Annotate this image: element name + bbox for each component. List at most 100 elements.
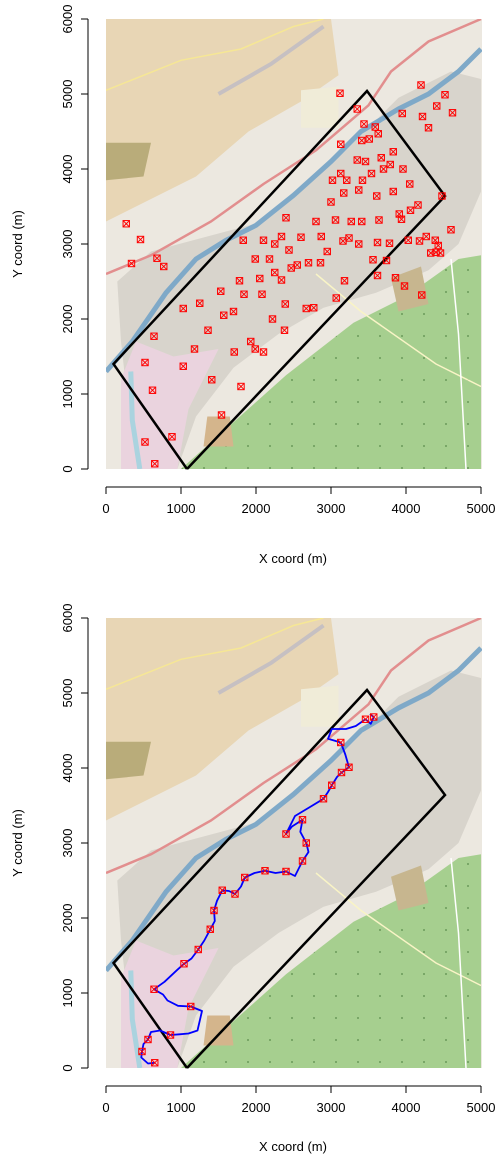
data-point [251,345,259,353]
point-square [220,311,228,319]
point-square [240,290,248,298]
point-square [265,255,274,263]
y-axis-title: Y coord (m) [10,809,25,877]
y-tick-label: 0 [60,465,75,472]
point-cross-b [374,130,382,138]
data-point [240,290,248,298]
data-point [331,216,340,224]
x-tick-label: 2000 [242,1100,271,1115]
y-tick-label: 3000 [60,829,75,858]
point-cross-b [332,294,340,302]
point-square [302,304,310,313]
point-square [365,135,373,143]
map-panel-bottom: 0 1000 2000 3000 4000 5000 0 1000 2000 3000 4000 5… [10,604,495,1154]
point-cross-b [345,763,353,771]
data-point [282,830,290,838]
point-square [353,105,361,113]
point-cross-b [190,345,199,353]
point-square [281,300,289,308]
quarry-area [391,266,429,312]
point-square [361,715,370,723]
point-cross-b [280,326,289,334]
point-square [304,259,313,267]
point-cross-b [196,299,204,307]
point-cross-b [424,124,433,132]
data-point [282,214,290,222]
point-cross-b [395,210,403,218]
data-point [217,287,225,295]
secondary-road [106,19,324,91]
point-square [319,795,328,803]
point-cross-b [358,136,366,145]
data-point [196,299,204,307]
y-tick-label: 1000 [60,979,75,1008]
data-point [304,259,313,267]
point-cross-b [367,169,376,178]
point-square [218,886,226,894]
y-tick-label: 4000 [60,155,75,184]
point-square [360,120,368,128]
urban-area [117,71,482,469]
point-cross-b [217,287,225,295]
point-square [271,240,279,248]
point-cross-b [187,1002,195,1011]
point-square [328,176,337,184]
data-point [298,857,307,865]
y-tick-label: 3000 [60,230,75,259]
point-square [168,433,176,441]
study-area-polygon [111,89,447,470]
data-point [358,176,367,184]
construction-area [203,1015,234,1046]
data-point [150,332,158,340]
point-cross-b [293,261,301,269]
point-cross-b [415,237,424,245]
point-square [345,234,353,242]
point-cross-b [436,249,445,257]
point-cross-b [431,236,439,244]
data-point [168,433,176,441]
data-point [297,233,305,241]
data-point [382,256,391,265]
point-cross-b [417,81,425,89]
point-cross-b [179,362,187,370]
point-cross-b [141,358,149,367]
point-square [371,123,379,131]
x-tick-label: 1000 [167,501,196,516]
point-cross-b [231,890,239,898]
point-square [370,713,378,721]
point-square [379,165,388,173]
construction-area [203,416,234,447]
point-cross-b [404,236,412,244]
data-point [138,1047,146,1056]
point-square [337,169,345,178]
point-cross-b [208,376,216,384]
point-square [361,157,370,166]
y-tick-label: 2000 [60,904,75,933]
point-square [389,187,397,196]
point-cross-b [343,176,351,184]
point-square [345,763,353,771]
point-cross-b [127,259,136,268]
point-cross-b [433,102,441,110]
point-cross-b [327,198,335,206]
point-square [358,176,367,184]
data-point [247,337,255,346]
data-point [447,226,455,234]
point-cross-b [337,140,345,148]
data-point [319,795,328,803]
point-square [261,867,269,875]
data-point [327,198,335,206]
forest-road [315,273,482,388]
data-point [310,304,318,312]
point-cross-b [358,176,367,184]
point-square [355,186,363,194]
point-square [259,348,268,356]
point-square [375,216,383,224]
data-point [361,715,370,723]
data-point [259,236,268,244]
data-point [208,376,216,384]
point-cross-b [340,277,349,285]
quarry-area [391,865,429,911]
point-cross-b [386,160,394,169]
point-square [310,304,318,312]
